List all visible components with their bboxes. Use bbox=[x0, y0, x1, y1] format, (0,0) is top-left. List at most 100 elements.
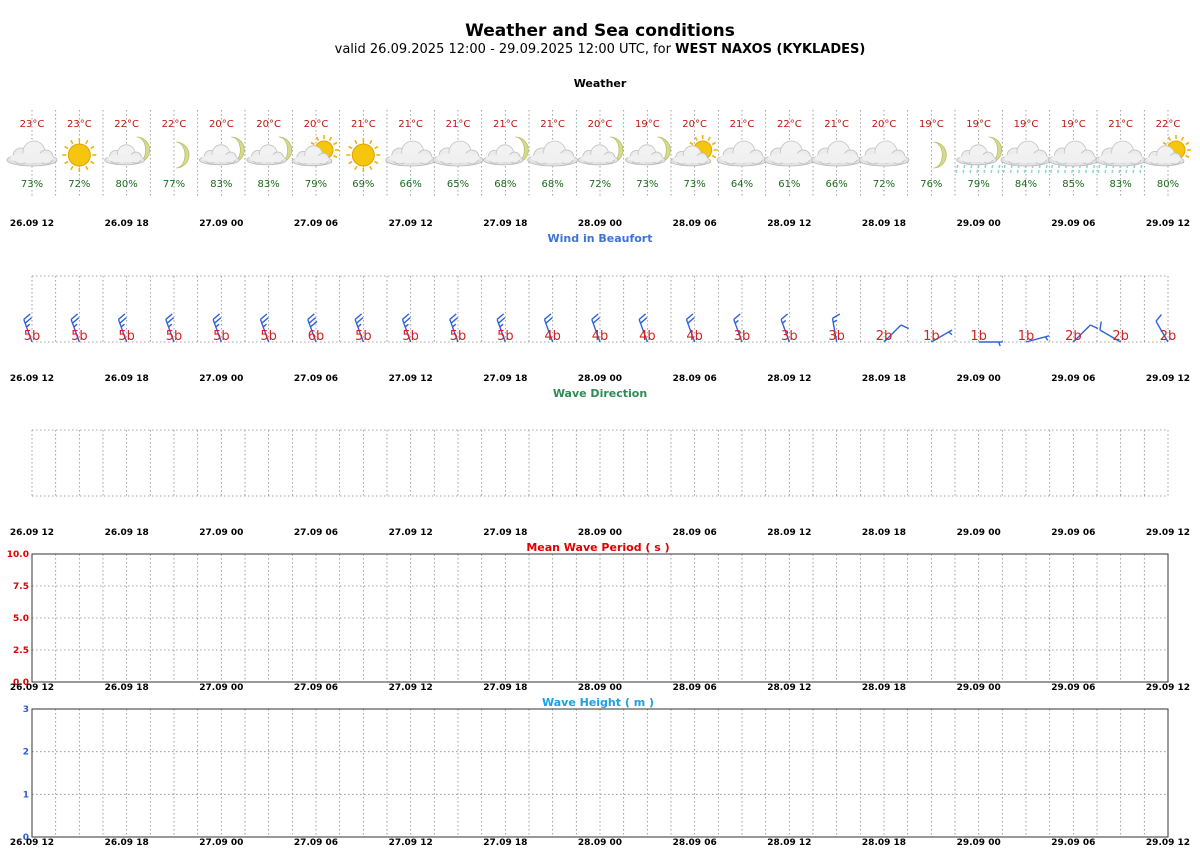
time-tick-label: 27.09 00 bbox=[199, 528, 243, 538]
sun-ray bbox=[711, 154, 717, 159]
time-tick-label: 29.09 00 bbox=[957, 528, 1001, 538]
moon-icon bbox=[175, 141, 190, 169]
moon-cloud-icon bbox=[624, 136, 671, 166]
y-tick-label: 3 bbox=[23, 705, 29, 715]
rain-streak bbox=[1131, 164, 1136, 176]
wind-barb-feather bbox=[449, 313, 457, 320]
wind-barb-feather bbox=[166, 317, 175, 324]
cloud-icon bbox=[6, 140, 58, 167]
wave-period-time-axis: 26.09 12 26.09 18 27.09 00 27.09 06 27.09 12… bbox=[10, 683, 1190, 693]
temperature-label: 20°C bbox=[256, 119, 281, 130]
sun-cloud-icon bbox=[670, 135, 718, 167]
wind-barb-staff bbox=[831, 318, 838, 343]
time-tick-label: 28.09 00 bbox=[578, 838, 622, 848]
beaufort-label: 2b bbox=[876, 329, 893, 344]
wind-barb-feather bbox=[780, 313, 789, 320]
wave-direction-grid bbox=[31, 429, 1169, 497]
humidity-label: 66% bbox=[826, 179, 848, 190]
time-tick-label: 28.09 18 bbox=[862, 838, 906, 848]
cloud-body bbox=[720, 153, 764, 163]
wind-barb-feather bbox=[356, 317, 364, 324]
wind-barb-feather bbox=[23, 313, 31, 320]
wind-barb bbox=[117, 313, 128, 343]
wind-barb-feather bbox=[165, 313, 173, 320]
wind-barb-staff bbox=[930, 329, 953, 343]
weather-panel-title: Weather bbox=[574, 77, 627, 90]
wind-barb-feather bbox=[402, 313, 410, 320]
temperature-label: 22°C bbox=[114, 119, 139, 130]
humidity-label: 61% bbox=[778, 179, 800, 190]
rain-streak bbox=[1049, 164, 1054, 176]
wind-panel: Wind in Beaufort 5b 5b 5b 5b 5b 5b 6b 5b 5b 5b 5b 4… bbox=[10, 232, 1190, 384]
y-tick-label: 10.0 bbox=[7, 550, 29, 560]
rain-streak bbox=[1023, 164, 1027, 176]
wave-height-y-axis: 0 1 2 3 bbox=[23, 705, 29, 843]
time-tick-label: 29.09 12 bbox=[1146, 219, 1190, 229]
time-tick-label: 26.09 18 bbox=[105, 683, 149, 693]
wind-barb bbox=[978, 341, 1003, 347]
rain-streak bbox=[961, 164, 966, 176]
cloud-body bbox=[862, 153, 906, 163]
wind-barb-feather bbox=[118, 313, 126, 320]
wind-barb-feather bbox=[545, 317, 553, 324]
wind-barb bbox=[883, 324, 910, 343]
beaufort-label: 6b bbox=[308, 329, 325, 344]
humidity-row: 73% 72% 80% 77% 83% 83% 79% 69% 66% 65% 68% 68% 72% 7… bbox=[21, 179, 1179, 190]
rain-streak bbox=[989, 164, 994, 176]
temperature-row: 23°C 23°C 22°C 22°C 20°C 20°C 20°C 21°C 21°C 21°C… bbox=[20, 119, 1181, 130]
sun-ray bbox=[374, 160, 379, 165]
location-name: WEST NAXOS (KYKLADES) bbox=[675, 42, 865, 57]
temperature-label: 21°C bbox=[824, 119, 849, 130]
beaufort-label: 4b bbox=[686, 329, 703, 344]
rain-streak bbox=[1117, 164, 1122, 176]
cloud-body bbox=[814, 153, 859, 163]
time-tick-label: 26.09 18 bbox=[105, 838, 149, 848]
time-tick-label: 29.09 00 bbox=[957, 683, 1001, 693]
wave-period-grid bbox=[31, 554, 1169, 682]
wind-barb-feather bbox=[1090, 324, 1099, 330]
weather-time-axis: 26.09 12 26.09 18 27.09 00 27.09 06 27.09 12… bbox=[10, 219, 1190, 229]
wind-barb bbox=[1025, 335, 1050, 343]
wave-period-y-axis: 0.0 2.5 5.0 7.5 10.0 bbox=[7, 550, 29, 688]
time-tick-label: 28.09 06 bbox=[673, 374, 717, 384]
time-tick-label: 27.09 12 bbox=[389, 374, 433, 384]
wave-period-frame bbox=[31, 553, 1169, 683]
sun-ray bbox=[689, 141, 694, 146]
wind-barb bbox=[1155, 314, 1169, 343]
wind-barb-feather bbox=[832, 319, 838, 323]
sun-ray bbox=[369, 165, 373, 171]
wave-height-frame bbox=[31, 708, 1169, 838]
wind-barb-staff bbox=[883, 324, 902, 343]
wind-barb bbox=[1072, 324, 1099, 343]
rain-streak bbox=[1070, 164, 1075, 176]
sun-ray bbox=[85, 165, 89, 171]
time-tick-label: 26.09 12 bbox=[10, 838, 54, 848]
sun-cloud-icon bbox=[1143, 135, 1191, 167]
rain-streak bbox=[1091, 164, 1096, 176]
humidity-label: 72% bbox=[68, 179, 90, 190]
temperature-label: 21°C bbox=[1108, 119, 1133, 130]
sun-ray bbox=[315, 136, 320, 141]
rain-streak bbox=[1103, 164, 1108, 176]
temperature-label: 20°C bbox=[872, 119, 897, 130]
wave-direction-time-axis: 26.09 12 26.09 18 27.09 00 27.09 06 27.09 12… bbox=[10, 528, 1190, 538]
moon-cloud-icon bbox=[577, 136, 624, 166]
beaufort-label: 1b bbox=[1018, 329, 1035, 344]
time-tick-label: 27.09 00 bbox=[199, 219, 243, 229]
rain-streak bbox=[1124, 164, 1129, 176]
sun-ray bbox=[64, 160, 69, 165]
rain-streak bbox=[1016, 164, 1020, 176]
sun-ray bbox=[1185, 141, 1190, 146]
cloud-body bbox=[294, 155, 330, 164]
wind-barb-staff bbox=[1072, 324, 1091, 343]
time-tick-label: 28.09 06 bbox=[673, 528, 717, 538]
page-subtitle: valid 26.09.2025 12:00 - 29.09.2025 12:0… bbox=[335, 42, 866, 57]
humidity-label: 79% bbox=[968, 179, 990, 190]
time-tick-label: 29.09 06 bbox=[1051, 374, 1095, 384]
wind-barb-feather bbox=[496, 313, 505, 320]
rain-streak bbox=[1110, 164, 1115, 176]
humidity-label: 84% bbox=[1015, 179, 1037, 190]
wind-barb-staff bbox=[449, 319, 459, 343]
weather-panel: Weather 23°C 23°C 22°C 22°C 20°C 20°C 20°C 21°C… bbox=[6, 77, 1191, 229]
